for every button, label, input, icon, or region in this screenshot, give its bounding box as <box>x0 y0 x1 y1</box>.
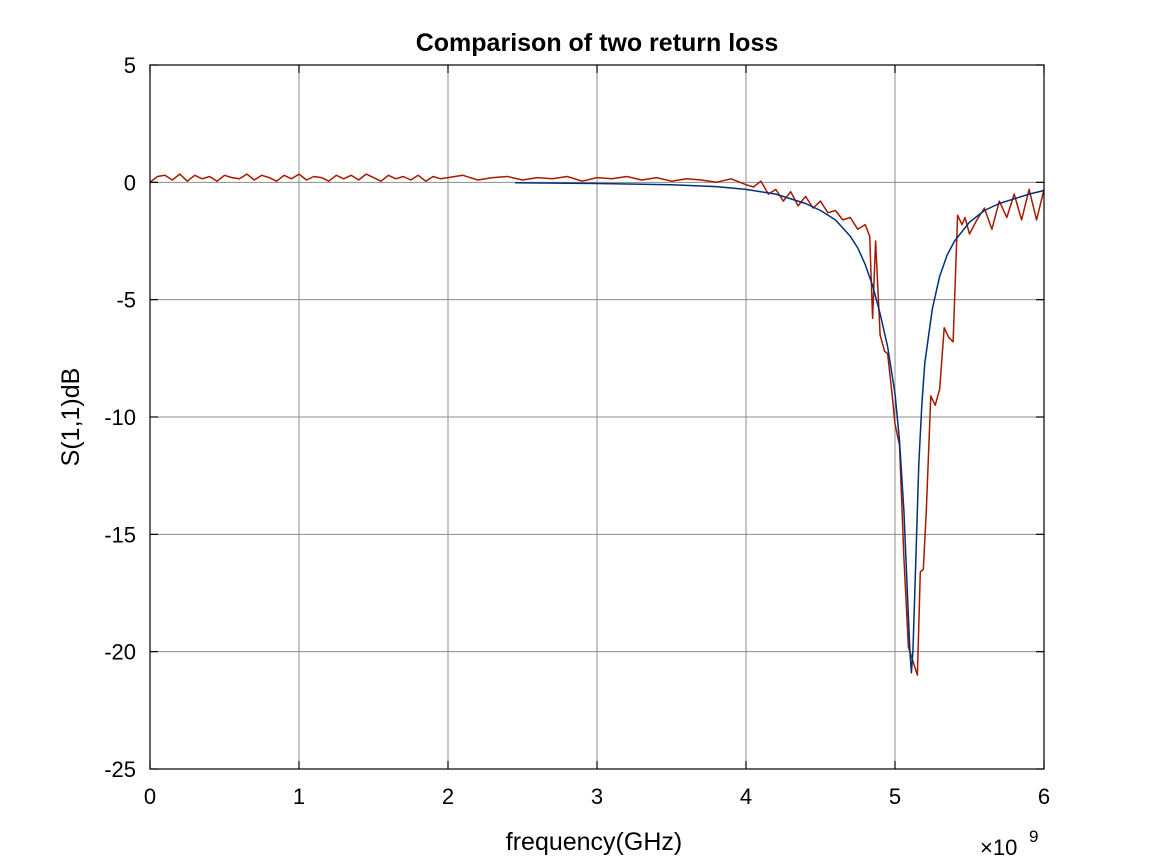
x-tick-label: 0 <box>144 784 156 809</box>
x-tick-label: 2 <box>442 784 454 809</box>
y-tick-label: -20 <box>104 640 136 665</box>
x-exponent-power: 9 <box>1029 827 1038 846</box>
y-tick-label: -5 <box>116 288 136 313</box>
y-axis-label: S(1,1)dB <box>57 368 85 467</box>
y-tick-label: -15 <box>104 522 136 547</box>
x-tick-label: 6 <box>1038 784 1050 809</box>
x-tick-label: 3 <box>591 784 603 809</box>
y-tick-label: 0 <box>124 170 136 195</box>
y-tick-label: -25 <box>104 757 136 782</box>
series-line-2 <box>149 173 1045 676</box>
y-tick-label: -10 <box>104 405 136 430</box>
y-tick-label: 5 <box>124 53 136 78</box>
chart-title: Comparison of two return loss <box>416 29 779 57</box>
x-tick-label: 5 <box>889 784 901 809</box>
x-tick-label: 1 <box>293 784 305 809</box>
ticks: 0 1 2 3 4 5 6 5 0 -5 -10 -15 -20 -25 <box>104 53 1050 809</box>
series-line-1 <box>515 182 1045 674</box>
series-group <box>149 173 1045 676</box>
x-axis-label: frequency(GHz) <box>506 828 682 856</box>
x-tick-label: 4 <box>740 784 752 809</box>
x-exponent-base: ×10 <box>980 835 1017 860</box>
